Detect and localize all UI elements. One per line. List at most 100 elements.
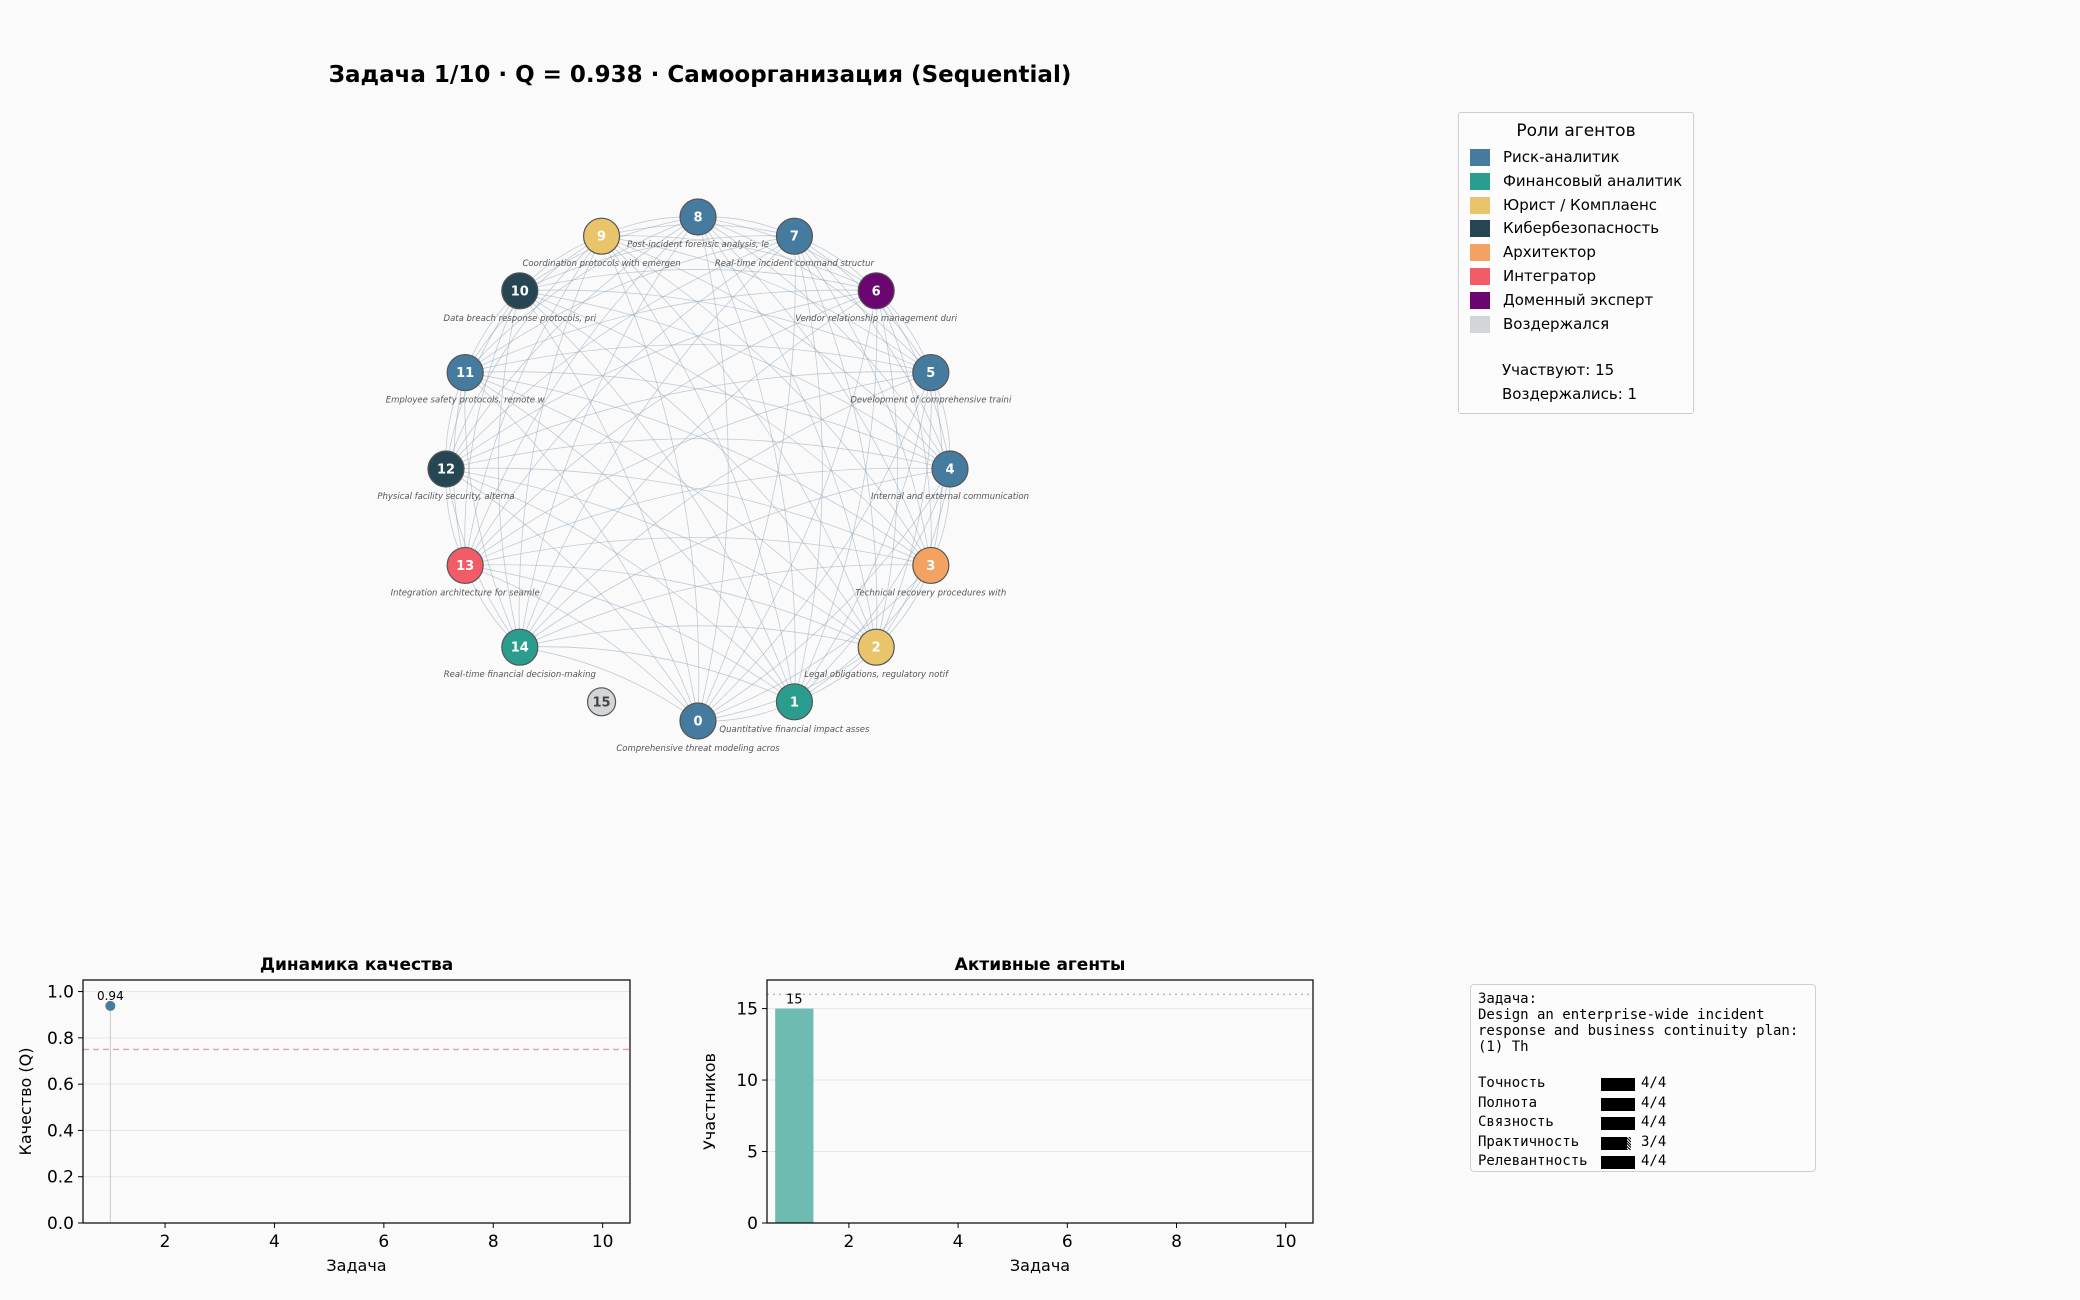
network-edge (697, 216, 932, 373)
network-edge (794, 235, 951, 470)
agent-node-label: Coordination protocols with emergen (522, 259, 680, 269)
task-info-box: Задача: Design an enterprise-wide incide… (1470, 984, 1816, 1172)
network-edge (519, 468, 951, 648)
y-axis-label: Участников (700, 1053, 719, 1150)
y-tick-label: 0.8 (47, 1029, 74, 1049)
network-edge (464, 235, 602, 566)
network-edge (464, 216, 699, 566)
legend-swatch (1470, 244, 1490, 262)
agent-node-label: Real-time incident command structur (715, 259, 875, 269)
agent-node (679, 702, 717, 740)
legend-label: Кибербезопасность (1503, 219, 1660, 238)
agent-node-label: Technical recovery procedures with (855, 588, 1006, 598)
network-edges (445, 216, 951, 722)
page-title: Задача 1/10 · Q = 0.938 · Самоорганизаци… (328, 62, 1072, 88)
network-edge (697, 372, 932, 722)
agent-node (775, 683, 814, 721)
agent-node-label: Comprehensive threat modeling acros (616, 744, 780, 754)
legend-swatch (1470, 149, 1490, 166)
network-edge (465, 564, 877, 648)
score-value: 4/4 (1641, 1094, 1667, 1111)
x-tick-label: 6 (378, 1232, 389, 1252)
active-agents-chart: Активные агенты 0 5 10 15 2 4 6 8 10 Задача Участни… (700, 955, 1314, 1275)
network-edge (601, 235, 951, 470)
network-edge (464, 290, 521, 566)
agent-node-id: 7 (790, 230, 799, 245)
network-edge (794, 372, 932, 703)
score-bar (1601, 1136, 1627, 1150)
network-edge (697, 565, 932, 722)
data-label: 0.94 (97, 989, 124, 1003)
agent-node-id: 9 (597, 230, 606, 245)
network-edge (519, 290, 877, 648)
network-edge (794, 290, 878, 702)
agent-node-label: Integration architecture for seamle (391, 588, 540, 598)
legend-swatch (1470, 291, 1490, 309)
legend-label: Риск-аналитик (1503, 148, 1620, 166)
score-label: Практичность (1478, 1133, 1580, 1150)
network-edge (697, 468, 951, 722)
x-tick-label: 10 (1275, 1232, 1297, 1252)
quality-chart: Динамика качества 0.0 0.2 0.4 0.6 0.8 1.0 2 4 6 8 1… (16, 955, 631, 1275)
network-edge (519, 646, 699, 722)
network-edge (518, 236, 602, 648)
x-tick-label: 8 (488, 1232, 499, 1252)
network-edge (519, 269, 877, 292)
agent-node-id: 11 (456, 366, 474, 381)
agent-node (446, 546, 484, 585)
agent-node-id: 6 (872, 284, 881, 299)
legend-swatch (1470, 268, 1490, 285)
x-tick-label: 4 (953, 1232, 964, 1252)
network-edge (465, 537, 931, 566)
y-axis-label: Качество (Q) (16, 1048, 35, 1156)
agent-node-label: Internal and external communication (871, 492, 1029, 502)
agent-node-label: Development of comprehensive traini (850, 396, 1012, 406)
network-edge (464, 372, 521, 648)
legend-label: Воздержался (1503, 314, 1610, 333)
legend: Роли агентов Риск-аналитик Финансовый ана… (1458, 112, 1694, 414)
network-edge (465, 372, 932, 566)
legend-swatch (1470, 220, 1490, 238)
network-edge (794, 235, 932, 566)
network-edge (794, 236, 878, 648)
legend-swatch (1470, 196, 1490, 214)
agent-node-id: 3 (926, 559, 935, 574)
agent-node-label: Physical facility security, alterna (377, 492, 514, 502)
task-text-line: (1) Th (1478, 1039, 1529, 1055)
x-tick-label: 2 (843, 1232, 854, 1252)
score-bar (1601, 1156, 1635, 1169)
x-tick-label: 6 (1062, 1232, 1073, 1252)
agent-node-id: 4 (945, 463, 954, 478)
agent-node (775, 217, 814, 255)
network-edge (519, 235, 795, 648)
y-tick-label: 1.0 (47, 983, 74, 1003)
network-edge (601, 235, 795, 702)
network-edge (464, 372, 699, 722)
network-edge (519, 235, 795, 292)
network-edge (519, 625, 877, 648)
agent-node (912, 546, 950, 585)
network-edge (445, 235, 602, 470)
task-header: Задача: (1478, 991, 1538, 1007)
agent-node-id: 0 (693, 715, 702, 730)
network-edge (519, 290, 699, 722)
network-edge (519, 372, 931, 648)
agent-node (931, 450, 969, 488)
plot-frame (82, 979, 631, 1224)
agent-node-id: 10 (511, 284, 529, 299)
network-edge (519, 290, 932, 566)
network-edge (697, 216, 877, 648)
agent-node-id: 13 (456, 559, 474, 574)
y-tick-label: 15 (736, 1000, 758, 1020)
network-edge (465, 289, 877, 373)
y-tick-label: 0.0 (47, 1214, 74, 1234)
agent-node-label: Quantitative financial impact asses (719, 725, 870, 735)
legend-swatch (1470, 172, 1490, 190)
x-tick-label: 10 (592, 1232, 614, 1252)
agent-node-label: Legal obligations, regulatory notif (804, 670, 950, 680)
agent-node (582, 217, 621, 255)
network-edge (445, 468, 795, 703)
plot-frame (766, 979, 1314, 1224)
y-tick-label: 0 (747, 1214, 758, 1234)
network-edge (519, 290, 795, 702)
